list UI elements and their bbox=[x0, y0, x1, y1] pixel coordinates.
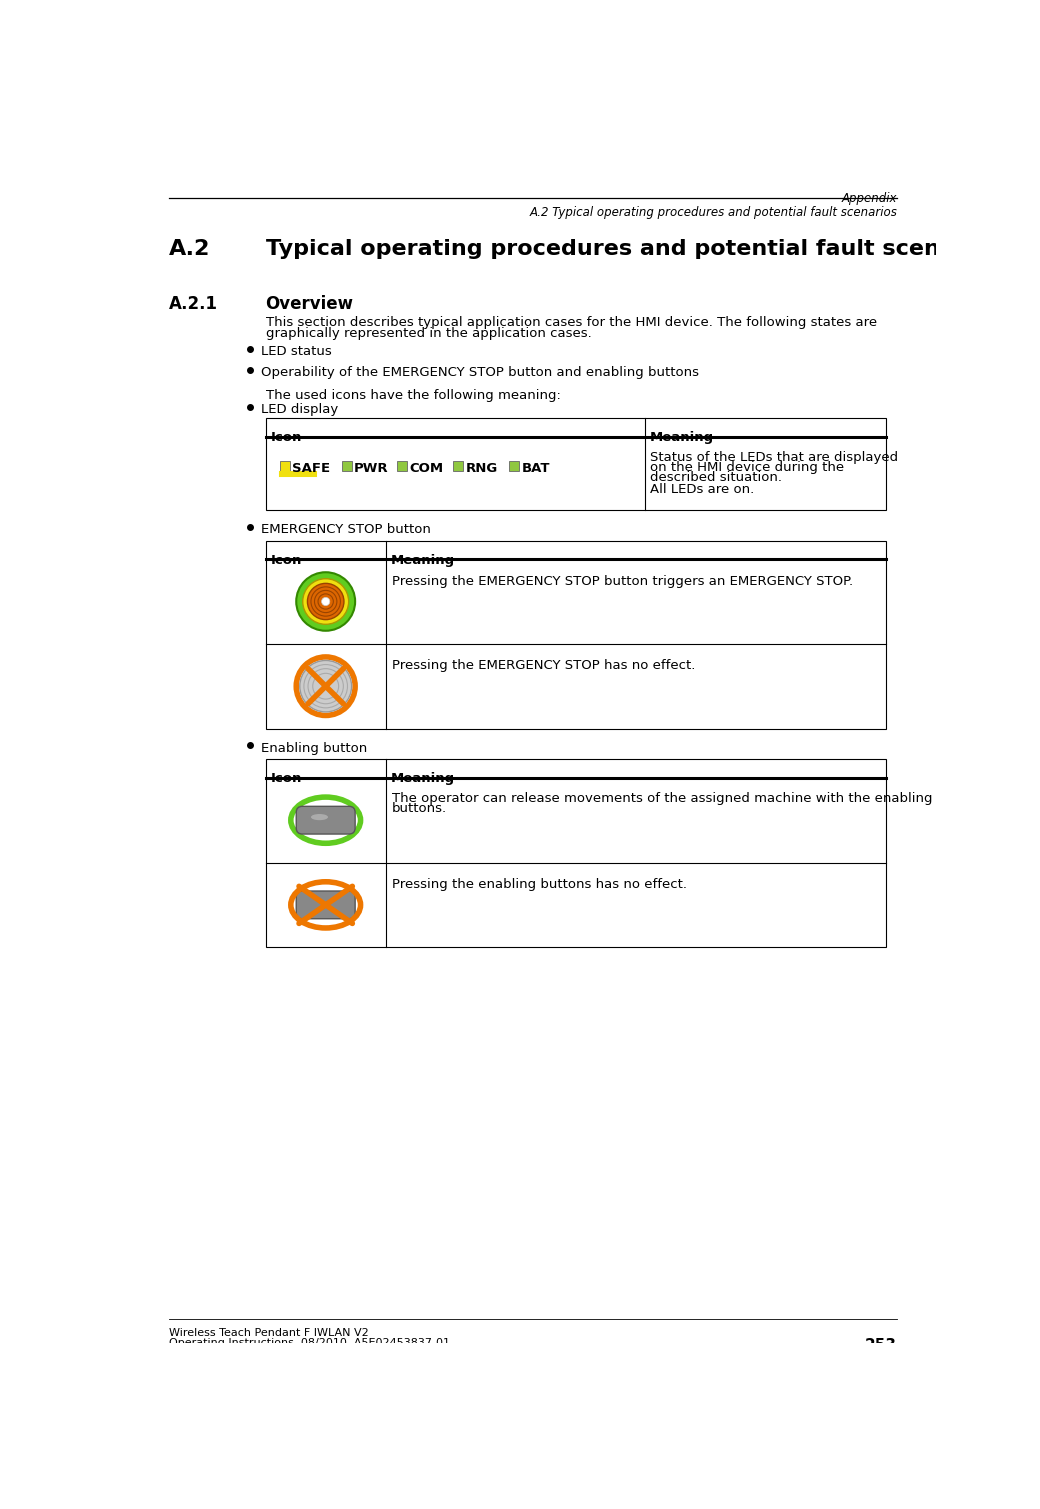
Text: The used icons have the following meaning:: The used icons have the following meanin… bbox=[265, 389, 561, 401]
Circle shape bbox=[296, 572, 355, 631]
Circle shape bbox=[300, 661, 352, 712]
Text: The operator can release movements of the assigned machine with the enabling: The operator can release movements of th… bbox=[392, 792, 933, 804]
Ellipse shape bbox=[311, 813, 328, 821]
Text: All LEDs are on.: All LEDs are on. bbox=[650, 483, 754, 496]
Text: SAFE: SAFE bbox=[292, 462, 330, 475]
Text: A.2 Typical operating procedures and potential fault scenarios: A.2 Typical operating procedures and pot… bbox=[529, 205, 898, 219]
Text: Overview: Overview bbox=[265, 296, 354, 312]
Bar bbox=[397, 460, 408, 471]
Text: PWR: PWR bbox=[354, 462, 389, 475]
Bar bbox=[341, 460, 352, 471]
Text: LED status: LED status bbox=[261, 346, 332, 358]
Text: Pressing the enabling buttons has no effect.: Pressing the enabling buttons has no eff… bbox=[392, 878, 687, 890]
Text: EMERGENCY STOP button: EMERGENCY STOP button bbox=[261, 524, 431, 536]
Text: RNG: RNG bbox=[466, 462, 498, 475]
Text: This section describes typical application cases for the HMI device. The followi: This section describes typical applicati… bbox=[265, 315, 877, 329]
Text: Icon: Icon bbox=[270, 773, 302, 786]
Text: buttons.: buttons. bbox=[392, 801, 447, 815]
Text: graphically represented in the application cases.: graphically represented in the applicati… bbox=[265, 327, 592, 341]
Text: Meaning: Meaning bbox=[390, 773, 454, 786]
Bar bbox=[265, 759, 886, 948]
Text: Meaning: Meaning bbox=[390, 554, 454, 567]
Circle shape bbox=[308, 584, 344, 620]
Text: Enabling button: Enabling button bbox=[261, 741, 367, 754]
Text: Meaning: Meaning bbox=[650, 432, 714, 444]
Text: Typical operating procedures and potential fault scenarios: Typical operating procedures and potenti… bbox=[265, 238, 1002, 260]
Bar bbox=[280, 460, 290, 471]
Text: Icon: Icon bbox=[270, 432, 302, 444]
Text: Operability of the EMERGENCY STOP button and enabling buttons: Operability of the EMERGENCY STOP button… bbox=[261, 365, 699, 379]
FancyBboxPatch shape bbox=[296, 806, 355, 834]
Bar bbox=[509, 460, 519, 471]
Bar bbox=[265, 540, 886, 729]
Bar bbox=[265, 418, 886, 510]
Text: 253: 253 bbox=[865, 1338, 898, 1354]
Text: Pressing the EMERGENCY STOP button triggers an EMERGENCY STOP.: Pressing the EMERGENCY STOP button trigg… bbox=[392, 575, 853, 587]
Text: A.2: A.2 bbox=[168, 238, 210, 260]
FancyBboxPatch shape bbox=[296, 890, 355, 919]
Text: Pressing the EMERGENCY STOP has no effect.: Pressing the EMERGENCY STOP has no effec… bbox=[392, 659, 696, 672]
Bar bbox=[453, 460, 463, 471]
Circle shape bbox=[303, 578, 348, 625]
Text: Wireless Teach Pendant F IWLAN V2: Wireless Teach Pendant F IWLAN V2 bbox=[168, 1328, 368, 1338]
Text: Operating Instructions, 08/2010, A5E02453837-01: Operating Instructions, 08/2010, A5E0245… bbox=[168, 1338, 449, 1349]
Text: A.2.1: A.2.1 bbox=[168, 296, 217, 312]
Text: LED display: LED display bbox=[261, 403, 338, 416]
Text: Icon: Icon bbox=[270, 554, 302, 567]
Text: described situation.: described situation. bbox=[650, 471, 782, 483]
Text: BAT: BAT bbox=[521, 462, 550, 475]
Text: Appendix: Appendix bbox=[841, 192, 898, 205]
Circle shape bbox=[321, 598, 330, 605]
Text: on the HMI device during the: on the HMI device during the bbox=[650, 460, 844, 474]
Text: Status of the LEDs that are displayed: Status of the LEDs that are displayed bbox=[650, 451, 899, 463]
Text: COM: COM bbox=[410, 462, 444, 475]
